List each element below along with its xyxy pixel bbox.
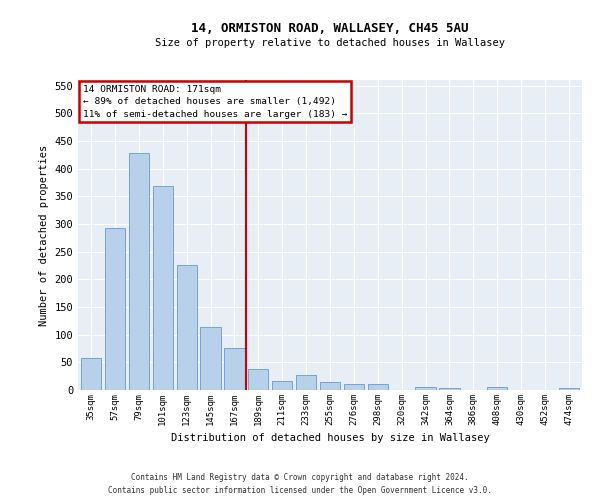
Bar [248,369,268,390]
Text: 14, ORMISTON ROAD, WALLASEY, CH45 5AU: 14, ORMISTON ROAD, WALLASEY, CH45 5AU [191,22,469,36]
Text: 14 ORMISTON ROAD: 171sqm
← 89% of detached houses are smaller (1,492)
11% of sem: 14 ORMISTON ROAD: 171sqm ← 89% of detach… [83,84,347,118]
Bar [200,328,221,390]
Bar [176,266,197,390]
Bar [439,388,460,390]
Bar [152,186,173,390]
Bar [296,375,316,390]
Bar [415,387,436,390]
Text: Contains HM Land Registry data © Crown copyright and database right 2024.
Contai: Contains HM Land Registry data © Crown c… [108,474,492,495]
Bar [487,386,508,390]
Bar [368,384,388,390]
Bar [344,384,364,390]
Bar [224,348,245,390]
Text: Size of property relative to detached houses in Wallasey: Size of property relative to detached ho… [155,38,505,48]
Bar [559,388,579,390]
X-axis label: Distribution of detached houses by size in Wallasey: Distribution of detached houses by size … [170,434,490,444]
Bar [105,228,125,390]
Y-axis label: Number of detached properties: Number of detached properties [39,144,49,326]
Bar [320,382,340,390]
Bar [129,153,149,390]
Bar [272,380,292,390]
Bar [81,358,101,390]
